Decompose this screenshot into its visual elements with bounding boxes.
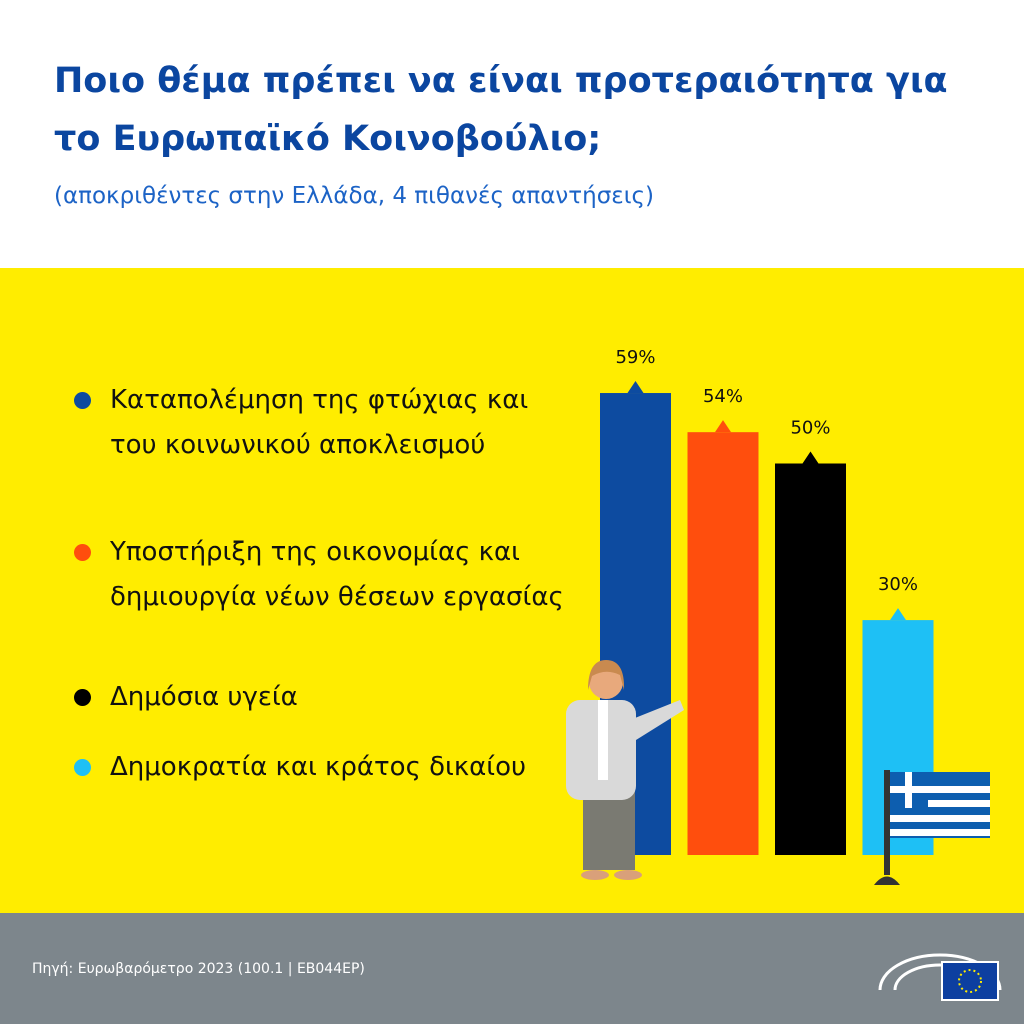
- legend-entry: Δημοκρατία και κράτος δικαίου: [74, 745, 580, 790]
- legend-label: Υποστήριξη της οικονομίας και δημιουργία…: [110, 537, 564, 612]
- bar-notch: [802, 451, 819, 464]
- source-note: Πηγή: Ευρωβαρόμετρο 2023 (100.1 | EB044E…: [32, 961, 365, 977]
- ep-logo: [878, 953, 1002, 1001]
- bar: [687, 432, 759, 855]
- chart-panel: [0, 268, 1024, 913]
- value-label: 50%: [790, 418, 830, 439]
- bar-notch: [715, 420, 731, 433]
- legend-label: Καταπολέμηση της φτώχιας και του κοινωνι…: [110, 385, 529, 460]
- legend-label: Δημοκρατία και κράτος δικαίου: [110, 752, 527, 782]
- illustration-flag: [874, 770, 990, 885]
- legend-entry: Υποστήριξη της οικονομίας και δημιουργία…: [74, 530, 580, 620]
- legend-marker: [74, 689, 91, 706]
- value-label: 30%: [878, 574, 918, 595]
- legend-marker: [74, 759, 91, 776]
- chart-title: Ποιο θέμα πρέπει να είναι προτεραιότητα …: [54, 61, 948, 159]
- footer: [0, 913, 1024, 1024]
- legend-entry: Δημόσια υγεία: [74, 675, 580, 720]
- bar: [775, 463, 846, 855]
- bar-notch: [627, 381, 644, 394]
- value-label: 59%: [615, 347, 655, 368]
- illustration-person: [566, 660, 684, 880]
- legend-marker: [74, 392, 91, 409]
- value-label: 54%: [703, 386, 743, 407]
- chart-subtitle: (αποκριθέντες στην Ελλάδα, 4 πιθανές απα…: [54, 183, 654, 209]
- legend-entry: Καταπολέμηση της φτώχιας και του κοινωνι…: [74, 378, 580, 468]
- bar-notch: [890, 608, 906, 621]
- legend-label: Δημόσια υγεία: [110, 682, 298, 712]
- legend-marker: [74, 544, 91, 561]
